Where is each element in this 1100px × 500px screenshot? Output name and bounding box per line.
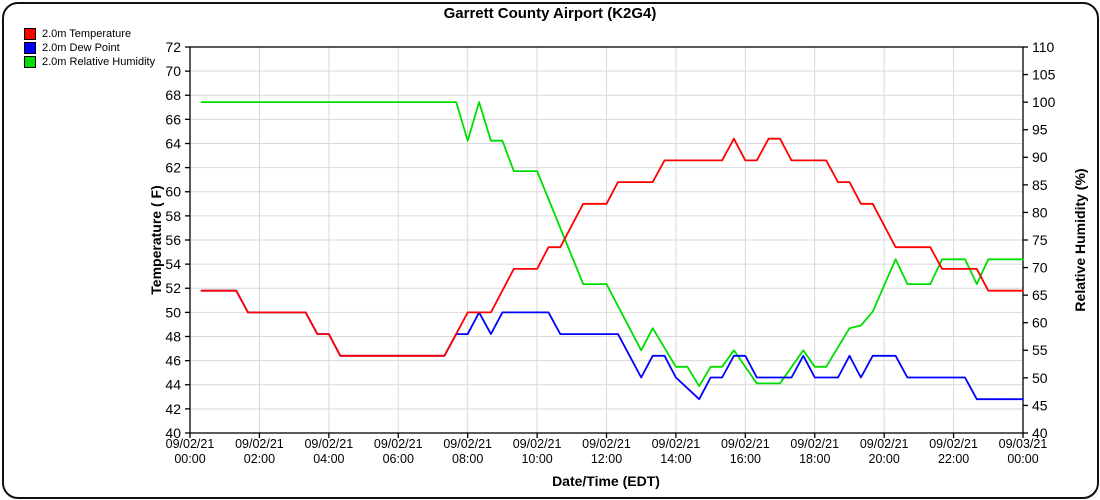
x-tick-time: 18:00 bbox=[799, 452, 830, 466]
left-tick-label: 58 bbox=[165, 208, 181, 224]
series-line-2-0m-relative-humidity bbox=[200, 101, 1024, 388]
x-tick-time: 00:00 bbox=[174, 452, 205, 466]
x-tick-date: 09/02/21 bbox=[860, 437, 909, 451]
right-tick-label: 85 bbox=[1032, 177, 1048, 193]
x-tick-time: 10:00 bbox=[521, 452, 552, 466]
legend-item-relative-humidity: 2.0m Relative Humidity bbox=[24, 55, 155, 68]
x-tick-date: 09/02/21 bbox=[443, 437, 492, 451]
right-tick-label: 110 bbox=[1032, 39, 1055, 55]
x-tick-date: 09/02/21 bbox=[721, 437, 770, 451]
left-tick-label: 64 bbox=[165, 135, 181, 151]
left-tick-label: 60 bbox=[165, 184, 181, 200]
x-tick-time: 02:00 bbox=[244, 452, 275, 466]
x-tick-time: 00:00 bbox=[1007, 452, 1038, 466]
right-tick-label: 65 bbox=[1032, 287, 1048, 303]
x-tick-date: 09/02/21 bbox=[790, 437, 839, 451]
dew-point-swatch-icon bbox=[24, 41, 36, 54]
chart-title: Garrett County Airport (K2G4) bbox=[443, 5, 657, 22]
left-tick-label: 42 bbox=[165, 401, 181, 417]
left-tick-label: 62 bbox=[165, 160, 181, 176]
x-tick-time: 22:00 bbox=[938, 452, 969, 466]
right-tick-label: 80 bbox=[1032, 204, 1048, 220]
x-tick-time: 04:00 bbox=[313, 452, 344, 466]
left-tick-label: 50 bbox=[165, 304, 181, 320]
left-tick-label: 54 bbox=[165, 256, 181, 272]
x-tick-time: 20:00 bbox=[869, 452, 900, 466]
x-tick-date: 09/02/21 bbox=[582, 437, 631, 451]
legend-item-dew-point: 2.0m Dew Point bbox=[24, 41, 155, 54]
left-tick-label: 40 bbox=[165, 425, 181, 441]
x-tick-date: 09/02/21 bbox=[304, 437, 353, 451]
x-tick-date: 09/02/21 bbox=[652, 437, 701, 451]
left-tick-label: 46 bbox=[165, 353, 181, 369]
left-tick-label: 48 bbox=[165, 328, 181, 344]
right-tick-label: 75 bbox=[1032, 232, 1048, 248]
x-tick-time: 06:00 bbox=[383, 452, 414, 466]
left-tick-label: 72 bbox=[165, 39, 181, 55]
x-tick-time: 08:00 bbox=[452, 452, 483, 466]
legend-item-temperature: 2.0m Temperature bbox=[24, 27, 155, 40]
x-tick-date: 09/02/21 bbox=[374, 437, 423, 451]
x-tick-date: 09/02/21 bbox=[235, 437, 284, 451]
temperature-swatch-icon bbox=[24, 27, 36, 40]
series-line-2-0m-temperature bbox=[200, 137, 1024, 357]
left-tick-label: 70 bbox=[165, 63, 181, 79]
left-tick-label: 68 bbox=[165, 87, 181, 103]
right-tick-label: 100 bbox=[1032, 94, 1056, 110]
right-tick-label: 105 bbox=[1032, 66, 1056, 82]
right-tick-label: 40 bbox=[1032, 425, 1048, 441]
legend-label: 2.0m Dew Point bbox=[42, 41, 120, 54]
x-axis-title: Date/Time (EDT) bbox=[552, 473, 660, 489]
series-line-2-0m-dew-point bbox=[200, 289, 1024, 401]
right-tick-label: 90 bbox=[1032, 149, 1048, 165]
right-tick-label: 55 bbox=[1032, 342, 1048, 358]
right-tick-label: 60 bbox=[1032, 315, 1048, 331]
right-tick-label: 45 bbox=[1032, 397, 1048, 413]
x-tick-time: 14:00 bbox=[660, 452, 691, 466]
x-tick-date: 09/03/21 bbox=[999, 437, 1048, 451]
left-tick-label: 56 bbox=[165, 232, 181, 248]
relative-humidity-swatch-icon bbox=[24, 55, 36, 68]
right-tick-label: 70 bbox=[1032, 259, 1048, 275]
x-tick-time: 16:00 bbox=[730, 452, 761, 466]
left-tick-label: 66 bbox=[165, 111, 181, 127]
left-tick-label: 44 bbox=[165, 377, 181, 393]
x-tick-date: 09/02/21 bbox=[166, 437, 215, 451]
left-tick-label: 52 bbox=[165, 280, 181, 296]
right-tick-label: 50 bbox=[1032, 370, 1048, 386]
right-tick-label: 95 bbox=[1032, 122, 1048, 138]
x-tick-date: 09/02/21 bbox=[929, 437, 978, 451]
legend-label: 2.0m Relative Humidity bbox=[42, 55, 156, 68]
legend: 2.0m Temperature 2.0m Dew Point 2.0m Rel… bbox=[24, 27, 155, 69]
x-tick-time: 12:00 bbox=[591, 452, 622, 466]
legend-label: 2.0m Temperature bbox=[42, 27, 132, 40]
x-tick-date: 09/02/21 bbox=[513, 437, 562, 451]
